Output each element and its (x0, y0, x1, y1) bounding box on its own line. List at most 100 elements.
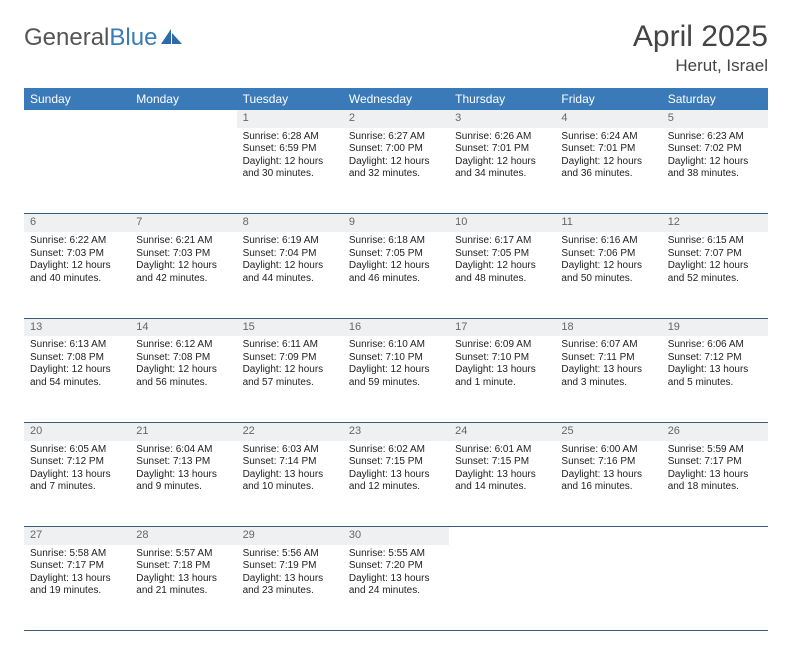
day-content-cell: Sunrise: 6:10 AMSunset: 7:10 PMDaylight:… (343, 336, 449, 422)
day-number-cell: 5 (662, 110, 768, 128)
day-number-cell: 4 (555, 110, 661, 128)
day-number-cell: 7 (130, 214, 236, 232)
day-data-line: Sunrise: 6:06 AM (668, 339, 762, 352)
day-data-line: Sunset: 7:06 PM (561, 248, 655, 261)
day-number-cell: 18 (555, 318, 661, 336)
day-data-line: and 30 minutes. (243, 168, 337, 181)
day-data-line: Sunset: 7:00 PM (349, 143, 443, 156)
weekday-header: Wednesday (343, 88, 449, 110)
day-number-cell: 8 (237, 214, 343, 232)
day-number-cell: 2 (343, 110, 449, 128)
day-number-cell: 10 (449, 214, 555, 232)
day-data-line: Daylight: 13 hours (561, 469, 655, 482)
day-number-cell: 23 (343, 422, 449, 440)
day-number-cell: 28 (130, 527, 236, 545)
day-content-cell (449, 545, 555, 631)
day-data-line: Daylight: 13 hours (349, 573, 443, 586)
day-number-cell: 25 (555, 422, 661, 440)
day-data-line: Daylight: 12 hours (243, 260, 337, 273)
page-header: GeneralBlue April 2025 Herut, Israel (24, 20, 768, 76)
day-data-line: and 5 minutes. (668, 377, 762, 390)
day-data-line: Sunset: 7:10 PM (455, 352, 549, 365)
day-data-line: Daylight: 13 hours (561, 364, 655, 377)
day-number-cell: 12 (662, 214, 768, 232)
day-content-cell (662, 545, 768, 631)
day-number-cell: 24 (449, 422, 555, 440)
day-data-line: Sunset: 6:59 PM (243, 143, 337, 156)
day-content-cell: Sunrise: 6:26 AMSunset: 7:01 PMDaylight:… (449, 128, 555, 214)
day-data-line: Sunrise: 5:55 AM (349, 548, 443, 561)
day-content-row: Sunrise: 5:58 AMSunset: 7:17 PMDaylight:… (24, 545, 768, 631)
day-data-line: Sunrise: 6:21 AM (136, 235, 230, 248)
day-data-line: Sunset: 7:17 PM (30, 560, 124, 573)
day-data-line: and 32 minutes. (349, 168, 443, 181)
day-data-line: Sunrise: 5:57 AM (136, 548, 230, 561)
day-data-line: Sunrise: 6:04 AM (136, 444, 230, 457)
day-data-line: and 54 minutes. (30, 377, 124, 390)
day-data-line: and 57 minutes. (243, 377, 337, 390)
day-data-line: Sunset: 7:01 PM (561, 143, 655, 156)
day-data-line: Sunrise: 6:22 AM (30, 235, 124, 248)
day-content-cell: Sunrise: 6:06 AMSunset: 7:12 PMDaylight:… (662, 336, 768, 422)
day-data-line: Sunset: 7:03 PM (136, 248, 230, 261)
calendar-table: SundayMondayTuesdayWednesdayThursdayFrid… (24, 88, 768, 631)
day-content-cell: Sunrise: 5:55 AMSunset: 7:20 PMDaylight:… (343, 545, 449, 631)
day-data-line: and 10 minutes. (243, 481, 337, 494)
day-data-line: Daylight: 12 hours (349, 260, 443, 273)
day-content-cell: Sunrise: 6:23 AMSunset: 7:02 PMDaylight:… (662, 128, 768, 214)
day-data-line: Sunset: 7:02 PM (668, 143, 762, 156)
month-title: April 2025 (633, 20, 768, 54)
weekday-header: Monday (130, 88, 236, 110)
day-data-line: and 59 minutes. (349, 377, 443, 390)
day-content-cell: Sunrise: 6:05 AMSunset: 7:12 PMDaylight:… (24, 441, 130, 527)
day-content-cell: Sunrise: 6:18 AMSunset: 7:05 PMDaylight:… (343, 232, 449, 318)
day-data-line: Sunrise: 6:13 AM (30, 339, 124, 352)
day-data-line: Daylight: 13 hours (30, 469, 124, 482)
day-data-line: Sunset: 7:16 PM (561, 456, 655, 469)
day-data-line: Daylight: 13 hours (455, 469, 549, 482)
day-data-line: and 24 minutes. (349, 585, 443, 598)
day-content-row: Sunrise: 6:22 AMSunset: 7:03 PMDaylight:… (24, 232, 768, 318)
day-content-cell (24, 128, 130, 214)
day-data-line: Daylight: 12 hours (349, 364, 443, 377)
day-number-row: 27282930 (24, 527, 768, 545)
day-number-cell: 1 (237, 110, 343, 128)
day-content-cell (555, 545, 661, 631)
day-data-line: Sunrise: 6:15 AM (668, 235, 762, 248)
day-data-line: and 36 minutes. (561, 168, 655, 181)
day-number-cell: 9 (343, 214, 449, 232)
brand-part1: General (24, 24, 109, 51)
day-content-row: Sunrise: 6:28 AMSunset: 6:59 PMDaylight:… (24, 128, 768, 214)
day-data-line: Sunset: 7:03 PM (30, 248, 124, 261)
day-data-line: Sunset: 7:12 PM (30, 456, 124, 469)
day-data-line: and 38 minutes. (668, 168, 762, 181)
day-data-line: Sunset: 7:20 PM (349, 560, 443, 573)
day-number-cell (662, 527, 768, 545)
day-data-line: and 48 minutes. (455, 273, 549, 286)
day-data-line: and 42 minutes. (136, 273, 230, 286)
day-number-row: 13141516171819 (24, 318, 768, 336)
day-content-cell: Sunrise: 6:11 AMSunset: 7:09 PMDaylight:… (237, 336, 343, 422)
day-content-cell: Sunrise: 6:19 AMSunset: 7:04 PMDaylight:… (237, 232, 343, 318)
weekday-header: Saturday (662, 88, 768, 110)
day-number-cell: 13 (24, 318, 130, 336)
day-content-cell: Sunrise: 6:01 AMSunset: 7:15 PMDaylight:… (449, 441, 555, 527)
day-data-line: Sunrise: 6:11 AM (243, 339, 337, 352)
day-content-cell: Sunrise: 5:57 AMSunset: 7:18 PMDaylight:… (130, 545, 236, 631)
day-data-line: Daylight: 13 hours (243, 469, 337, 482)
day-content-cell: Sunrise: 6:15 AMSunset: 7:07 PMDaylight:… (662, 232, 768, 318)
day-data-line: and 52 minutes. (668, 273, 762, 286)
day-data-line: Sunrise: 6:07 AM (561, 339, 655, 352)
day-data-line: Daylight: 12 hours (349, 156, 443, 169)
day-number-cell: 21 (130, 422, 236, 440)
day-number-row: 12345 (24, 110, 768, 128)
day-number-cell: 17 (449, 318, 555, 336)
day-number-cell: 27 (24, 527, 130, 545)
day-data-line: Sunset: 7:08 PM (30, 352, 124, 365)
calendar-header-row: SundayMondayTuesdayWednesdayThursdayFrid… (24, 88, 768, 110)
day-data-line: and 18 minutes. (668, 481, 762, 494)
day-data-line: Sunrise: 6:03 AM (243, 444, 337, 457)
day-number-cell (130, 110, 236, 128)
day-data-line: and 14 minutes. (455, 481, 549, 494)
day-data-line: Daylight: 13 hours (455, 364, 549, 377)
